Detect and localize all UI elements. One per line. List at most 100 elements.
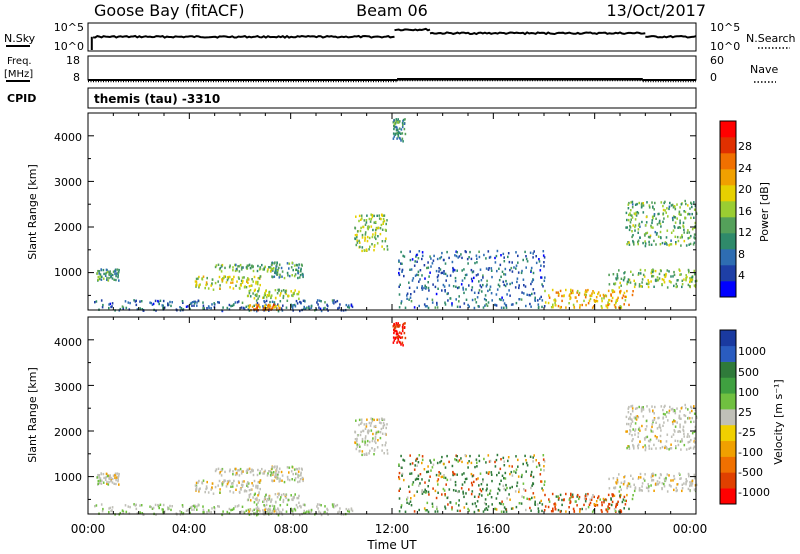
- power-cell-9-135: [446, 292, 449, 296]
- power-cell-0-37: [236, 301, 239, 304]
- power-cell-12-113: [625, 211, 628, 215]
- velocity-cell-9-289: [517, 458, 519, 462]
- power-cell-11-1: [676, 285, 678, 288]
- velocity-cell-0-76: [302, 503, 305, 506]
- power-cell-7-99: [369, 220, 372, 223]
- velocity-cell-4-48: [294, 477, 297, 480]
- power-cell-0-93: [273, 301, 276, 304]
- power-cell-5-60: [246, 294, 249, 298]
- power-cell-8-54: [394, 133, 397, 136]
- power-cell-0-113: [154, 299, 157, 303]
- velocity-cell-1-7: [116, 472, 119, 475]
- velocity-cell-0-108: [348, 510, 351, 513]
- power-cell-9-333: [441, 289, 443, 292]
- power-cell-9-370: [458, 295, 460, 298]
- velocity-cell-9-213: [540, 468, 542, 471]
- power-cell-2-65: [253, 275, 256, 279]
- power-cell-9-376: [442, 258, 445, 262]
- velocity-cell-5-34: [298, 494, 300, 498]
- velocity-cell-7-86: [377, 430, 380, 433]
- velocity-cell-2-29: [218, 479, 221, 483]
- velocity-cell-11-132: [608, 477, 610, 481]
- velocity-cell-12-49: [637, 416, 640, 419]
- velocity-cell-0-7: [208, 510, 210, 513]
- power-cell-9-306: [515, 301, 518, 305]
- velocity-cell-9-205: [441, 455, 443, 459]
- velocity-cell-8-57: [404, 322, 406, 325]
- power-cell-0-151: [240, 306, 243, 309]
- power-cell-10-137: [584, 290, 587, 294]
- power-cell-8-37: [402, 140, 404, 143]
- power-cell-11-116: [689, 277, 691, 280]
- velocity-cell-9-142: [498, 502, 501, 505]
- power-cell-3-57: [246, 264, 249, 267]
- velocity-cell-9-187: [542, 458, 545, 461]
- velocity-cell-11-13: [652, 479, 655, 482]
- velocity-cell-0-75: [95, 504, 98, 507]
- velocity-cell-0-171: [262, 509, 264, 512]
- velocity-cell-12-22: [655, 437, 658, 440]
- velocity-cell-9-20: [502, 503, 505, 506]
- velocity-cell-0-5: [326, 512, 328, 515]
- velocity-cell-12-38: [656, 427, 659, 430]
- velocity-cell-2-94: [255, 484, 257, 488]
- velocity-cell-2-50: [230, 485, 232, 488]
- power-cell-1-36: [107, 279, 110, 282]
- power-cell-8-42: [397, 131, 400, 135]
- velocity-cell-9-11: [515, 455, 517, 458]
- velocity-cell-1-3: [97, 473, 99, 477]
- power-cell-12-73: [694, 237, 696, 240]
- power-cell-4-63: [297, 269, 299, 272]
- velocity-cell-7-56: [364, 441, 367, 444]
- power-cell-11-0: [620, 284, 622, 287]
- power-cell-10-133: [613, 303, 616, 307]
- velocity-cell-10-11: [593, 495, 595, 499]
- velocity-cbar-tick-1000: 1000: [738, 345, 766, 358]
- velocity-cell-10-7: [607, 493, 610, 497]
- noise-segment-1: [394, 27, 431, 32]
- power-cell-9-99: [417, 273, 420, 277]
- power-cell-0-157: [133, 299, 135, 302]
- power-cell-9-2: [537, 299, 539, 302]
- velocity-cell-0-3: [296, 506, 299, 509]
- velocity-cell-7-112: [374, 435, 377, 439]
- velocity-cell-9-217: [410, 497, 412, 500]
- velocity-cell-8-33: [395, 322, 398, 325]
- power-cell-12-184: [683, 210, 685, 213]
- velocity-cell-11-50: [689, 484, 691, 488]
- power-cell-12-165: [634, 225, 636, 229]
- velocity-cell-9-260: [483, 501, 486, 505]
- power-cell-9-12: [400, 300, 403, 303]
- power-cell-9-221: [486, 304, 489, 307]
- velocity-cell-0-66: [291, 509, 294, 513]
- power-cell-8-57: [404, 118, 406, 121]
- velocity-cell-12-70: [674, 411, 677, 415]
- velocity-cell-5-54: [278, 492, 280, 495]
- power-cell-12-186: [637, 228, 640, 231]
- power-cell-7-40: [383, 219, 386, 223]
- power-cell-3-48: [258, 268, 261, 271]
- velocity-cell-9-339: [513, 470, 515, 473]
- velocity-cell-4-63: [297, 473, 299, 476]
- power-cell-12-207: [675, 242, 677, 246]
- power-cell-11-62: [618, 286, 621, 289]
- power-cell-9-349: [508, 289, 510, 292]
- velocity-cell-9-333: [441, 493, 443, 496]
- power-cell-12-121: [665, 242, 668, 245]
- power-cell-9-112: [417, 257, 420, 260]
- velocity-cell-9-39: [418, 484, 420, 487]
- power-cell-1-3: [97, 269, 99, 273]
- power-cell-9-161: [430, 257, 432, 260]
- velocity-cell-0-42: [228, 512, 231, 515]
- power-cell-2-79: [243, 276, 245, 279]
- velocity-cell-10-26: [591, 496, 593, 499]
- power-cell-5-49: [270, 295, 272, 298]
- velocity-cell-7-99: [369, 424, 372, 427]
- velocity-cell-0-139: [129, 505, 131, 509]
- velocity-cell-9-215: [418, 454, 421, 457]
- power-cell-9-179: [487, 250, 490, 253]
- power-cell-10-13: [584, 296, 587, 299]
- power-cell-9-28: [500, 306, 503, 309]
- velocity-cell-9-3: [535, 465, 538, 469]
- velocity-cell-2-49: [247, 482, 250, 485]
